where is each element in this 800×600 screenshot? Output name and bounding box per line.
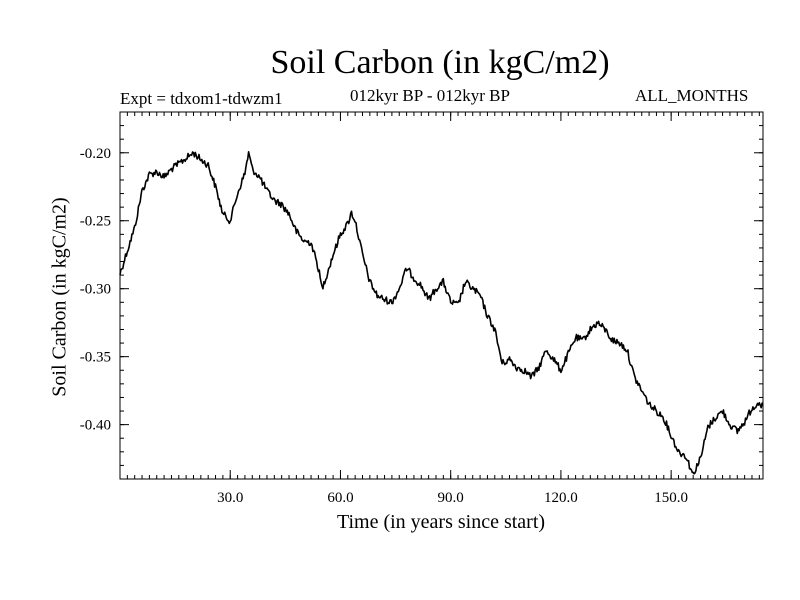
y-tick-label: -0.35	[80, 350, 111, 366]
y-tick-label: -0.30	[80, 282, 111, 298]
x-tick-label: 120.0	[544, 490, 578, 506]
period-label: 012kyr BP - 012kyr BP	[350, 86, 510, 105]
y-axis-label: Soil Carbon (in kgC/m2)	[48, 197, 71, 397]
y-tick-label: -0.40	[80, 418, 111, 434]
x-tick-label: 30.0	[217, 490, 243, 506]
tick-labels: 30.0 60.0 90.0 120.0 150.0 -0.20 -0.25 -0.30 -0.…	[80, 146, 688, 506]
x-tick-label: 150.0	[654, 490, 688, 506]
x-axis-label: Time (in years since start)	[336, 511, 546, 533]
x-tick-label: 90.0	[438, 490, 464, 506]
chart-title: Soil Carbon (in kgC/m2)	[270, 44, 610, 81]
y-tick-label: -0.20	[80, 146, 111, 162]
series-line	[119, 151, 764, 475]
series-group	[119, 151, 764, 475]
months-label: ALL_MONTHS	[635, 86, 749, 105]
x-tick-label: 60.0	[327, 490, 353, 506]
y-tick-label: -0.25	[80, 214, 111, 230]
plot-frame	[119, 111, 764, 480]
experiment-label: Expt = tdxom1-tdwzm1	[120, 89, 283, 108]
